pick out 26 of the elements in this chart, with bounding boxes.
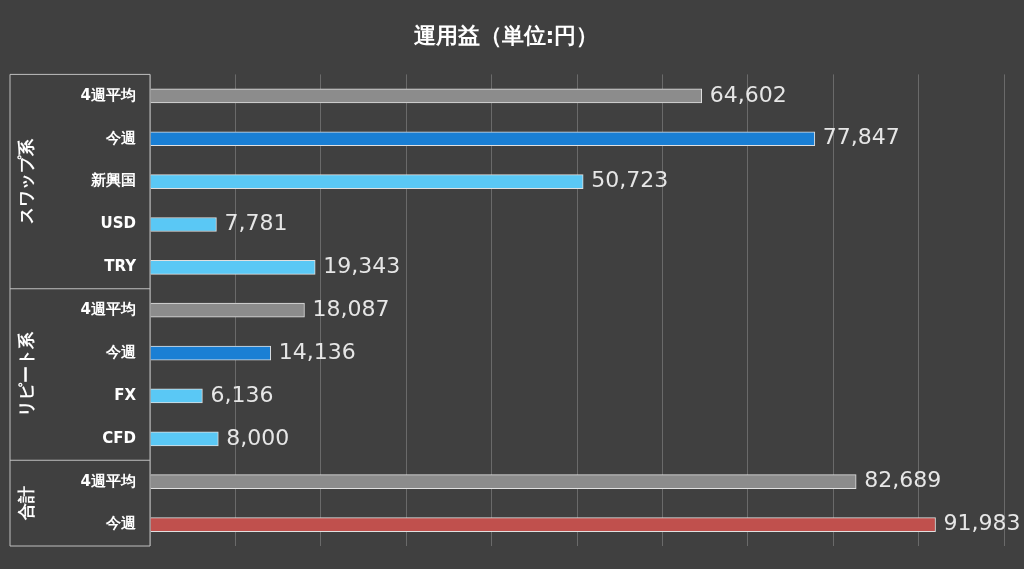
y-tick-label: 今週: [105, 342, 137, 361]
y-tick-label: 4週平均: [80, 85, 136, 104]
y-tick-label: FX: [114, 385, 137, 404]
data-label: 19,343: [323, 253, 401, 279]
text: リピート系: [16, 331, 37, 418]
data-label: 91,983: [943, 510, 1021, 536]
data-label: 18,087: [312, 295, 390, 321]
data-label: 82,689: [864, 467, 942, 493]
text: 合計: [16, 486, 37, 522]
y-tick-label: 新興国: [90, 171, 136, 190]
data-label: 7,781: [224, 210, 288, 236]
text: スワップ系: [16, 138, 37, 225]
data-label: 6,136: [210, 381, 274, 407]
data-label: 50,723: [591, 167, 669, 193]
y-tick-label: 今週: [105, 514, 137, 533]
data-label: 8,000: [226, 424, 290, 450]
y-tick-label: 4週平均: [80, 471, 136, 490]
y-tick-label: TRY: [104, 257, 138, 276]
chart-title: 運用益（単位:円）: [413, 22, 599, 48]
y-tick-label: 4週平均: [80, 300, 136, 319]
y-tick-label: CFD: [102, 428, 136, 447]
y-tick-label: USD: [100, 214, 136, 233]
y-tick-label: 今週: [105, 128, 137, 147]
data-label: 64,602: [709, 81, 787, 107]
data-label: 14,136: [278, 338, 356, 364]
data-label: 77,847: [822, 124, 900, 150]
